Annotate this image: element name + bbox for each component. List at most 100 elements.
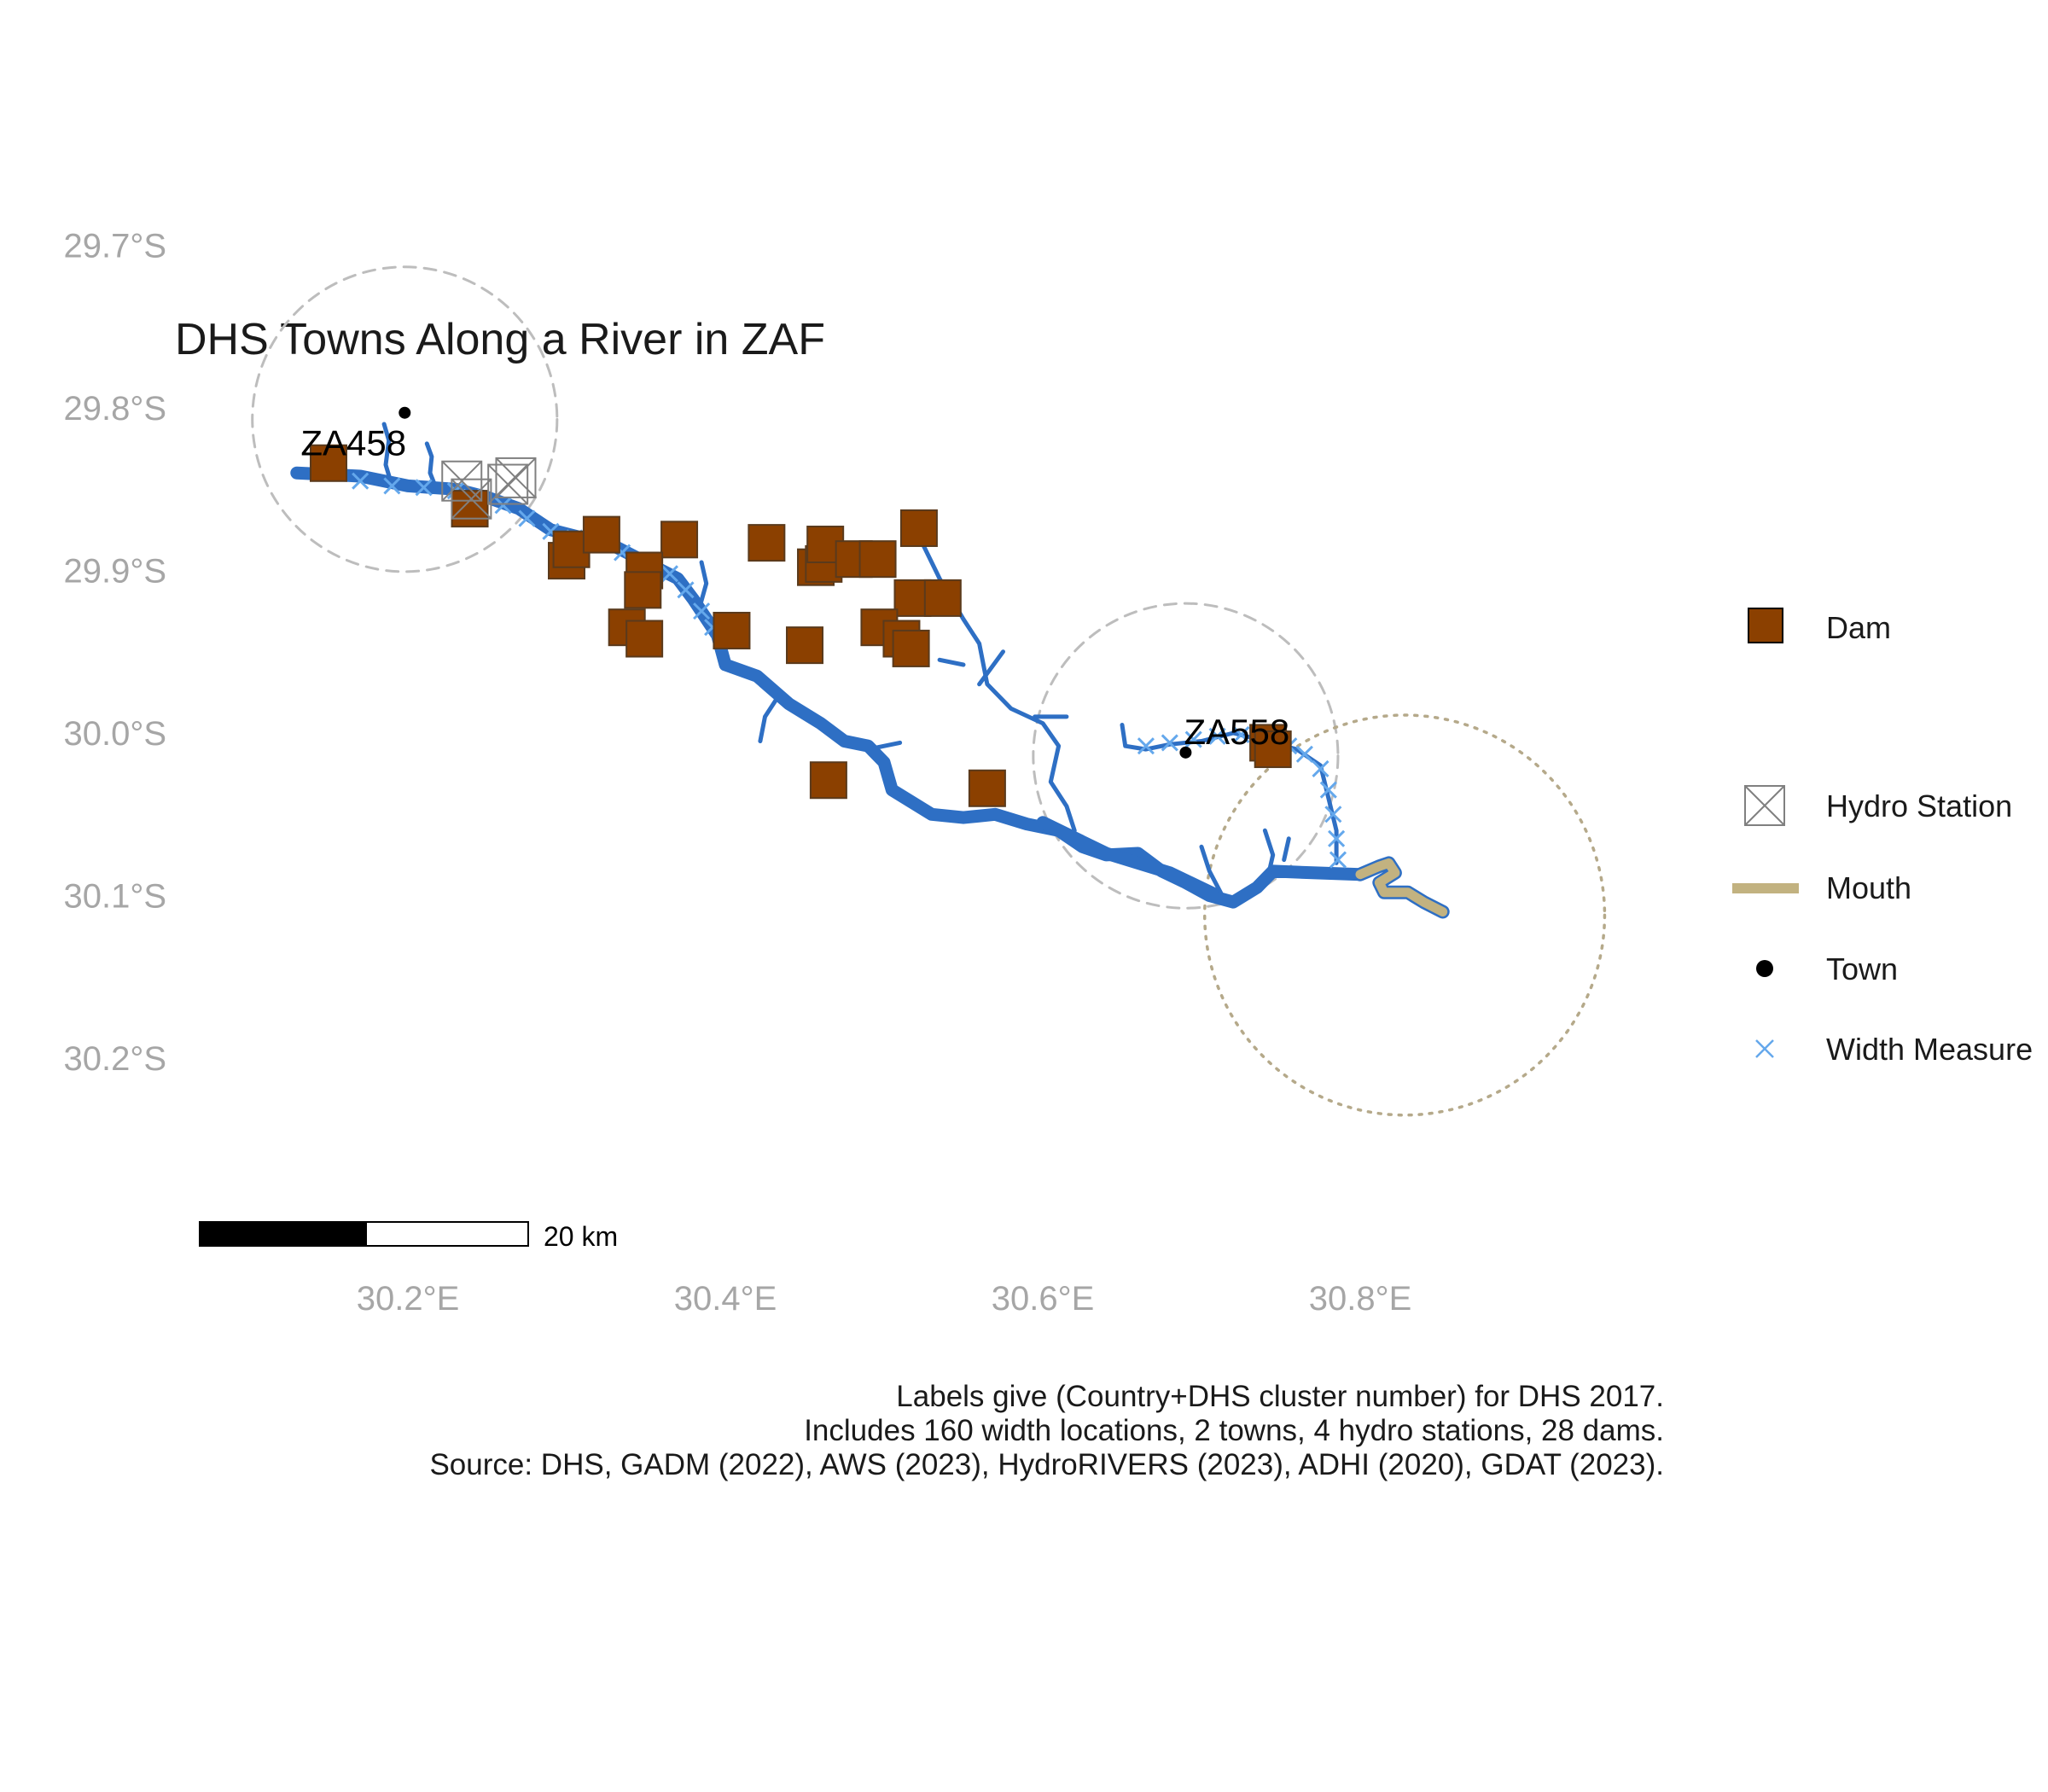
legend-town-label: Town <box>1826 951 1898 986</box>
width-measure-mark <box>1232 725 1250 743</box>
tributary-line <box>865 740 903 752</box>
width-measure-stroke <box>1324 806 1342 823</box>
width-measure-stroke <box>1295 745 1313 763</box>
hydro-station-box <box>441 460 483 502</box>
scale-bar-white <box>365 1221 529 1247</box>
width-measure-stroke <box>1312 759 1329 777</box>
dam-marker <box>713 611 751 649</box>
hydro-station-cross <box>441 461 482 502</box>
width-measure-mark <box>1184 730 1202 748</box>
hydro-station-marker <box>451 478 492 520</box>
hydro-station-cross <box>451 478 492 520</box>
legend-item-town: Town <box>1756 951 1898 986</box>
mouth-segment <box>1355 858 1448 916</box>
width-measure-stroke <box>1232 725 1250 743</box>
width-measure-icon <box>1755 1039 1774 1058</box>
y-tick-label: 30.1°S <box>63 878 166 916</box>
legend-dam-swatch <box>1748 608 1783 643</box>
dam-marker <box>786 626 823 665</box>
width-measure-stroke <box>660 565 678 583</box>
legend-item-width-measure: Width Measure <box>1755 1032 2033 1067</box>
caption-line-1: Labels give (Country+DHS cluster number)… <box>896 1380 1664 1413</box>
caption-line-2: Includes 160 width locations, 2 towns, 4… <box>804 1414 1664 1447</box>
hydro-station-box <box>487 463 529 505</box>
width-measure-stroke <box>415 479 433 497</box>
width-measure-mark <box>1161 734 1178 752</box>
x-axis-ticks: 30.2°E 30.4°E 30.6°E 30.8°E <box>357 1280 1412 1318</box>
dam-layer <box>310 444 1292 807</box>
width-measure-stroke <box>383 477 401 495</box>
y-tick-label: 29.9°S <box>63 553 166 591</box>
dam-marker <box>809 761 847 800</box>
y-tick-label: 30.2°S <box>63 1040 166 1078</box>
dam-marker <box>968 769 1006 807</box>
mouth-layer <box>1353 856 1450 919</box>
tributary-line <box>381 422 394 488</box>
main-river-line <box>1036 816 1225 902</box>
hydro-station-marker <box>441 460 483 502</box>
width-measure-stroke <box>693 602 711 620</box>
tributary-line <box>1199 844 1223 895</box>
width-measure-mark <box>693 602 711 620</box>
width-measure-stroke <box>677 581 695 599</box>
dam-marker <box>892 629 930 667</box>
y-tick-label: 29.8°S <box>63 390 166 428</box>
y-tick-label: 30.0°S <box>63 715 166 753</box>
legend-item-dam: Dam <box>1748 608 1891 645</box>
tributary-line <box>977 649 1005 687</box>
width-measure-mark <box>1312 759 1329 777</box>
dam-marker <box>899 509 938 547</box>
width-measure-mark <box>518 509 536 527</box>
width-measure-mark <box>1295 745 1313 763</box>
width-measure-stroke <box>614 544 631 561</box>
width-measure-mark <box>1208 727 1226 745</box>
dam-marker <box>858 540 897 579</box>
hydro-station-box <box>451 478 492 520</box>
width-measure-stroke <box>494 497 512 515</box>
caption: Labels give (Country+DHS cluster number)… <box>429 1380 1664 1481</box>
legend-town-swatch <box>1756 960 1773 977</box>
legend: Dam Hydro Station Mouth Town Width Measu… <box>1732 608 2033 1067</box>
dam-marker <box>582 515 620 554</box>
width-measure-stroke <box>1329 851 1347 869</box>
width-measure-stroke <box>1137 737 1155 755</box>
dam-marker <box>1254 730 1292 769</box>
town-buffer-circle <box>251 265 559 573</box>
x-tick-label: 30.2°E <box>357 1280 460 1318</box>
dam-marker <box>625 620 664 658</box>
legend-width-label: Width Measure <box>1826 1032 2033 1067</box>
hydro-station-cross <box>487 463 528 505</box>
buffer-layer <box>251 265 1607 1117</box>
width-measure-stroke <box>352 472 369 490</box>
hydro-station-layer <box>441 457 537 520</box>
map-title: DHS Towns Along a River in ZAF <box>175 315 825 364</box>
tributary-line <box>1282 836 1291 863</box>
width-measure-mark <box>352 472 369 490</box>
tributary-line <box>697 560 712 630</box>
scale-bar-black <box>199 1221 367 1247</box>
dam-marker <box>748 524 786 562</box>
width-measure-stroke <box>1328 829 1346 847</box>
x-tick-label: 30.6°E <box>992 1280 1095 1318</box>
width-measure-mark <box>494 497 512 515</box>
width-measure-mark <box>1329 851 1347 869</box>
x-tick-label: 30.4°E <box>674 1280 777 1318</box>
legend-item-mouth: Mouth <box>1732 870 1911 905</box>
town-layer: ZA458 ZA558 <box>300 406 1289 759</box>
width-measure-layer <box>352 472 1347 869</box>
dam-marker <box>624 571 662 609</box>
legend-item-hydro-station: Hydro Station <box>1744 785 2012 826</box>
width-measure-stroke <box>1208 727 1226 745</box>
town-marker <box>399 406 411 419</box>
dam-marker <box>310 444 347 482</box>
width-measure-mark <box>383 477 401 495</box>
width-measure-mark <box>1324 806 1342 823</box>
width-measure-mark <box>1137 737 1155 755</box>
hydro-station-cross <box>495 457 537 498</box>
scale-bar-label: 20 km <box>544 1221 618 1252</box>
tributary-line <box>758 689 783 743</box>
width-measure-mark <box>1328 829 1346 847</box>
town-label: ZA458 <box>300 423 406 463</box>
dam-marker <box>660 521 699 559</box>
width-measure-mark <box>660 565 678 583</box>
